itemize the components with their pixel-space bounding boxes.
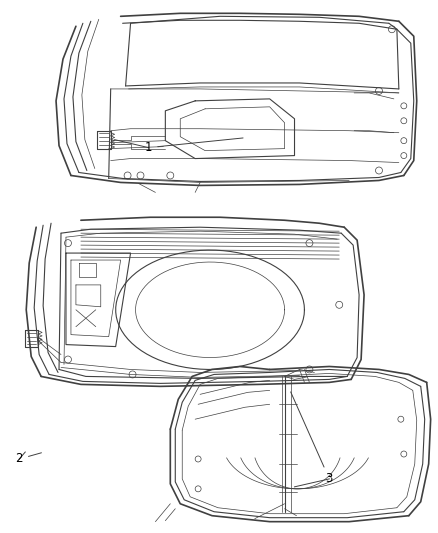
Text: 3: 3 bbox=[291, 392, 333, 486]
Text: 2: 2 bbox=[15, 453, 42, 465]
Text: 1: 1 bbox=[145, 138, 243, 154]
